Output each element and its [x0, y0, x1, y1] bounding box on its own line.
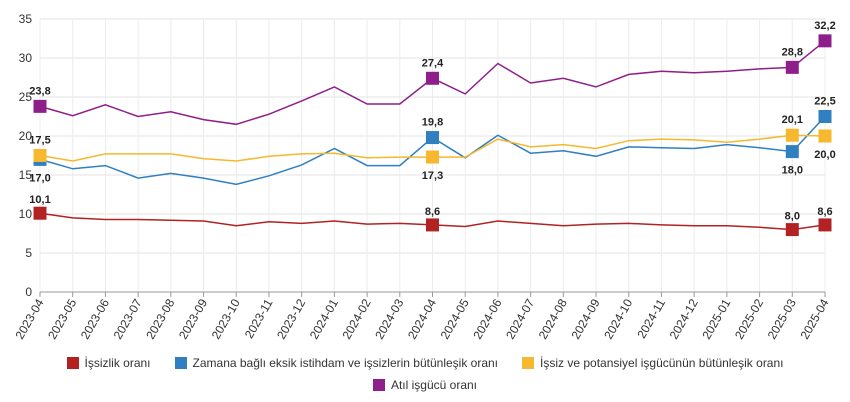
data-point-marker	[426, 131, 439, 145]
y-tick-label: 35	[19, 12, 33, 26]
data-point-marker	[33, 99, 47, 113]
legend-row-1: İşsizlik oranı Zamana bağlı eksik istihd…	[0, 352, 850, 374]
data-label: 27,4	[422, 57, 444, 69]
data-label: 17,5	[29, 135, 50, 147]
x-tick-label: 2024-05	[438, 296, 472, 341]
data-label: 20,1	[782, 114, 803, 126]
data-label: 8,6	[817, 206, 832, 218]
x-tick-label: 2024-03	[372, 296, 406, 341]
y-tick-label: 0	[25, 285, 32, 299]
x-tick-label: 2023-10	[209, 296, 243, 341]
data-label: 18,0	[782, 165, 803, 177]
y-tick-label: 15	[19, 168, 33, 182]
data-point-marker	[785, 128, 799, 142]
data-point-marker	[426, 150, 439, 164]
x-tick-label: 2025-01	[699, 296, 733, 341]
x-tick-label: 2024-10	[601, 296, 635, 341]
legend-swatch-potansiyel	[522, 357, 535, 369]
y-tick-label: 20	[19, 129, 33, 143]
x-tick-label: 2025-03	[765, 296, 799, 341]
data-point-marker	[818, 110, 832, 123]
data-label: 32,2	[814, 20, 835, 32]
x-tick-label: 2023-09	[176, 296, 210, 341]
data-labels: 10,1 8,6 8,0 8,6 17,0 19,8 18,0 22,5 17,5 17,3 20,…	[29, 20, 835, 223]
x-tick-label: 2023-04	[12, 296, 46, 341]
legend-label-atil-isgucu: Atıl işgücü oranı	[390, 378, 478, 392]
y-tick-label: 5	[25, 246, 32, 260]
data-label: 8,6	[425, 206, 440, 218]
x-tick-label: 2023-11	[242, 296, 276, 341]
data-point-marker	[33, 149, 47, 162]
x-tick-label: 2024-08	[536, 296, 570, 341]
data-point-marker	[818, 34, 832, 48]
x-tick-label: 2023-06	[78, 296, 112, 341]
data-label: 17,0	[29, 172, 50, 184]
data-label: 10,1	[29, 194, 50, 206]
y-tick-label: 30	[19, 51, 33, 65]
data-label: 28,8	[782, 46, 803, 58]
legend-label-zamana-bagli: Zamana bağlı eksik istihdam ve işsizleri…	[192, 356, 499, 370]
legend-row-2: Atıl işgücü oranı	[0, 374, 850, 396]
x-tick-label: 2024-12	[667, 296, 701, 341]
x-tick-label: 2024-11	[634, 296, 668, 341]
x-tick-label: 2024-04	[405, 296, 439, 341]
x-tick-label: 2024-07	[503, 296, 537, 341]
legend-label-issizlik: İşsizlik oranı	[84, 356, 151, 370]
data-point-marker	[33, 206, 47, 220]
data-label: 17,3	[422, 170, 443, 182]
x-tick-label: 2023-12	[274, 296, 308, 341]
x-tick-label: 2024-06	[470, 296, 504, 341]
data-point-marker	[818, 218, 832, 232]
legend-item-issizlik[interactable]: İşsizlik oranı	[66, 356, 151, 370]
data-label: 19,8	[422, 117, 443, 129]
y-tick-label: 25	[19, 90, 33, 104]
legend-item-atil-isgucu[interactable]: Atıl işgücü oranı	[372, 378, 478, 392]
y-tick-label: 10	[19, 207, 33, 221]
series-layer	[33, 34, 832, 237]
line-chart: 051015202530352023-042023-052023-062023-…	[12, 12, 835, 342]
data-point-marker	[785, 60, 799, 74]
x-tick-label: 2023-08	[143, 296, 177, 341]
legend-swatch-atil-isgucu	[372, 379, 385, 391]
data-label: 22,5	[814, 96, 835, 108]
data-point-marker	[785, 223, 799, 237]
data-point-marker	[426, 71, 439, 85]
data-label: 8,0	[785, 211, 800, 223]
legend-label-potansiyel: İşsiz ve potansiyel işgücünün bütünleşik…	[540, 356, 784, 370]
legend-item-zamana-bagli[interactable]: Zamana bağlı eksik istihdam ve işsizleri…	[174, 356, 499, 370]
legend-swatch-zamana-bagli	[174, 357, 187, 369]
x-tick-label: 2025-02	[732, 296, 766, 341]
x-tick-label: 2024-01	[307, 296, 341, 341]
grid	[39, 18, 826, 293]
x-tick-label: 2023-05	[45, 296, 79, 341]
data-label: 23,8	[29, 85, 50, 97]
x-tick-label: 2024-09	[568, 296, 602, 341]
data-point-marker	[818, 129, 832, 143]
legend: İşsizlik oranı Zamana bağlı eksik istihd…	[0, 352, 850, 396]
legend-item-potansiyel[interactable]: İşsiz ve potansiyel işgücünün bütünleşik…	[522, 356, 784, 370]
x-tick-label: 2023-07	[111, 296, 145, 341]
legend-swatch-issizlik	[66, 357, 79, 369]
x-tick-label: 2024-02	[340, 296, 374, 341]
x-tick-label: 2025-04	[797, 296, 831, 341]
data-point-marker	[785, 145, 799, 159]
data-label: 20,0	[814, 149, 835, 161]
data-point-marker	[426, 218, 439, 232]
